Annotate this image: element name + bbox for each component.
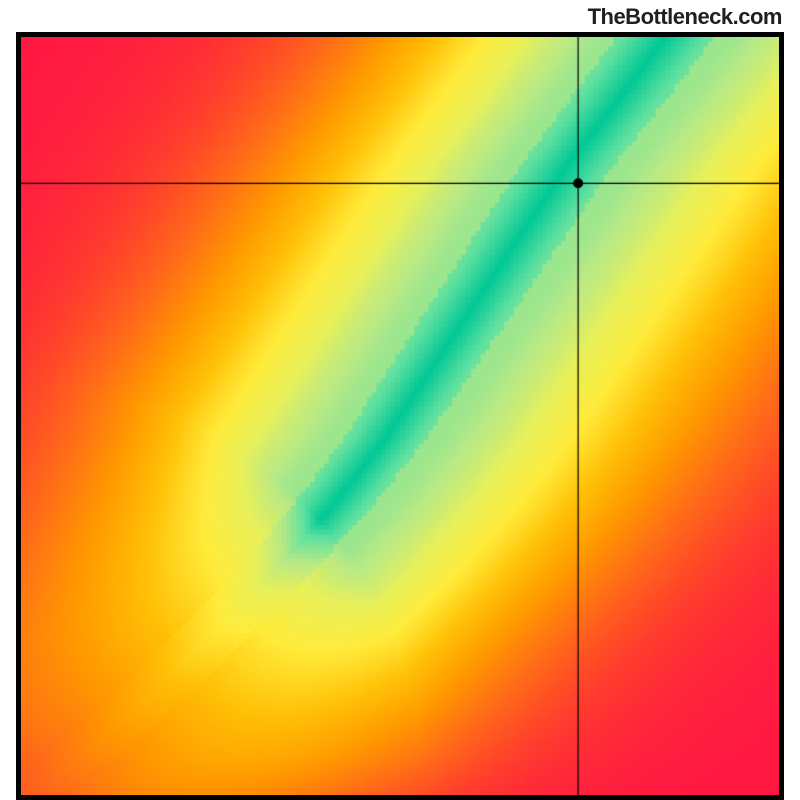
watermark-text: TheBottleneck.com [588, 4, 782, 30]
chart-frame [16, 32, 784, 800]
heatmap-plot [21, 37, 779, 795]
heatmap-canvas [21, 37, 779, 795]
